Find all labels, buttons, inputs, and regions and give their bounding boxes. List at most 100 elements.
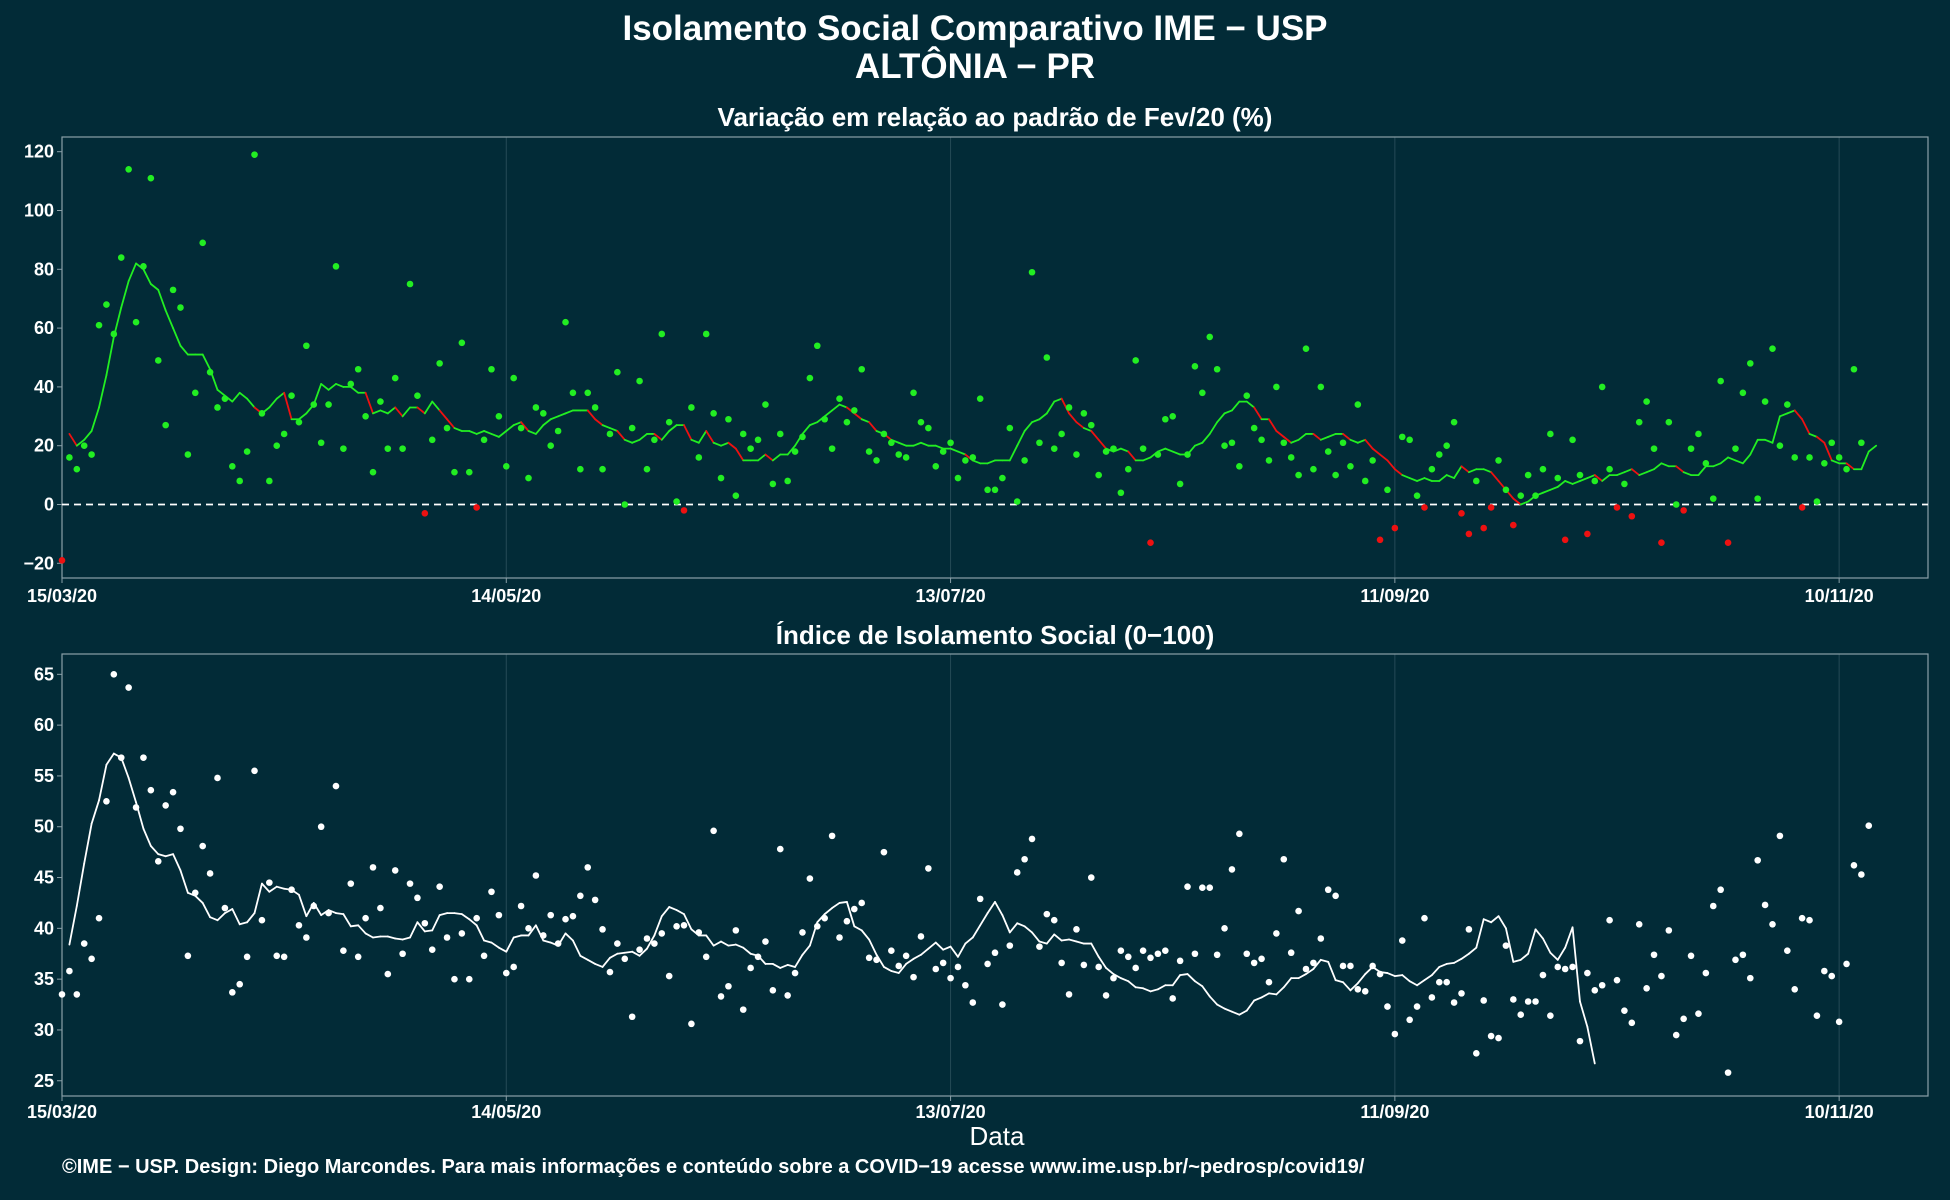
variation-data-point	[1806, 454, 1813, 461]
variation-data-point	[1835, 454, 1843, 461]
index-moving-average-segment	[705, 934, 715, 947]
variation-data-point	[1858, 439, 1865, 447]
index-moving-average-segment	[1231, 1010, 1241, 1016]
index-data-point	[1050, 916, 1058, 924]
index-data-point	[569, 912, 577, 920]
variation-moving-average-segment	[416, 406, 426, 415]
index-moving-average-segment	[1297, 973, 1307, 980]
index-moving-average-segment	[1282, 977, 1293, 989]
variation-data-point	[154, 357, 162, 364]
variation-moving-average-segment	[660, 430, 671, 441]
variation-data-point	[1606, 465, 1613, 473]
index-data-point	[984, 960, 991, 968]
index-y-tick-label: 60	[34, 715, 54, 735]
index-data-point	[636, 946, 643, 953]
variation-data-point	[1517, 492, 1525, 499]
index-moving-average-segment	[601, 956, 611, 968]
index-data-point	[1332, 892, 1339, 900]
index-moving-average-segment	[1097, 955, 1107, 969]
variation-data-point	[1569, 436, 1576, 444]
index-data-point	[1769, 920, 1776, 928]
index-data-point	[147, 786, 155, 794]
variation-data-point	[695, 454, 703, 461]
variation-moving-average-segment	[1468, 468, 1478, 474]
index-data-point	[162, 802, 169, 809]
index-data-point	[1317, 935, 1325, 942]
variation-moving-average-segment	[1734, 459, 1744, 465]
variation-data-point	[702, 330, 710, 338]
variation-data-point	[1850, 365, 1858, 373]
index-data-point	[1095, 963, 1102, 971]
index-y-tick-label: 45	[34, 868, 54, 888]
index-moving-average-segment	[490, 941, 500, 949]
index-data-point	[1635, 920, 1643, 928]
index-moving-average-segment	[986, 901, 996, 915]
index-data-point	[73, 991, 81, 998]
variation-data-point	[251, 151, 258, 158]
variation-moving-average-segment	[853, 412, 863, 421]
variation-data-point	[1613, 504, 1621, 511]
index-moving-average-segment	[1460, 952, 1470, 960]
index-data-point	[117, 754, 125, 761]
variation-data-point	[962, 457, 969, 464]
index-moving-average-segment	[631, 950, 641, 957]
index-moving-average-segment	[890, 970, 900, 974]
variation-data-point	[910, 389, 917, 397]
index-moving-average-segment	[149, 845, 160, 856]
variation-moving-average-segment	[1060, 397, 1070, 415]
index-data-point	[999, 1001, 1006, 1008]
index-x-tick-label: 10/11/20	[1805, 1102, 1874, 1122]
index-data-point	[1339, 962, 1347, 970]
index-panel-title: Índice de Isolamento Social (0−100)	[776, 620, 1215, 650]
variation-moving-average-segment	[298, 412, 308, 421]
variation-data-point	[1524, 471, 1532, 479]
index-data-point	[1821, 967, 1828, 975]
variation-data-point	[540, 410, 547, 417]
index-moving-average-segment	[1119, 977, 1130, 983]
variation-moving-average-segment	[623, 438, 634, 444]
index-moving-average-segment	[1468, 946, 1478, 955]
index-moving-average-segment	[1549, 951, 1559, 961]
variation-data-point	[191, 389, 199, 397]
index-moving-average-segment	[594, 963, 604, 968]
variation-data-point	[502, 462, 510, 470]
variation-data-point	[599, 465, 606, 473]
variation-data-point	[1665, 418, 1673, 426]
variation-data-point	[414, 392, 421, 400]
variation-data-point	[510, 374, 517, 382]
variation-data-point	[1021, 457, 1028, 464]
index-data-point	[1065, 991, 1073, 998]
index-data-point	[80, 940, 88, 947]
index-data-point	[1724, 1069, 1732, 1076]
index-moving-average-segment	[1260, 992, 1270, 999]
variation-moving-average-segment	[1542, 488, 1552, 494]
variation-moving-average-segment	[1119, 447, 1130, 453]
variation-moving-average-segment	[1682, 471, 1692, 477]
index-data-point	[599, 926, 606, 933]
variation-data-point	[1147, 539, 1154, 547]
variation-data-point	[103, 301, 110, 308]
index-moving-average-segment	[357, 924, 367, 935]
index-data-point	[991, 949, 999, 957]
variation-data-point	[1295, 471, 1302, 479]
variation-data-point	[547, 442, 555, 450]
variation-data-point	[451, 468, 458, 476]
variation-data-point	[473, 504, 480, 511]
index-data-point	[769, 987, 777, 994]
index-moving-average-segment	[934, 941, 945, 951]
variation-x-tick-label: 15/03/20	[27, 586, 97, 606]
index-moving-average-segment	[209, 916, 219, 922]
variation-moving-average-segment	[1097, 438, 1107, 450]
index-moving-average-segment	[1386, 972, 1396, 978]
variation-y-tick-label: −20	[23, 553, 54, 573]
variation-moving-average-segment	[668, 424, 678, 432]
variation-data-point	[1139, 445, 1147, 452]
variation-data-point	[732, 492, 740, 499]
index-moving-average-segment	[1275, 986, 1285, 996]
index-data-point	[428, 946, 436, 953]
variation-moving-average-segment	[949, 447, 959, 453]
variation-data-point	[258, 410, 266, 417]
index-moving-average-segment	[1408, 980, 1418, 987]
index-data-point	[1524, 998, 1532, 1005]
variation-moving-average-segment	[1519, 500, 1530, 506]
